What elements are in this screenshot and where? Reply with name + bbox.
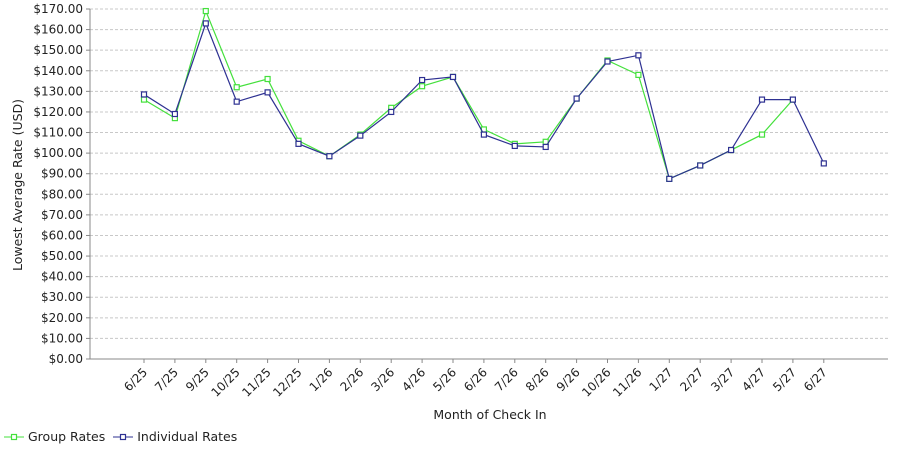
x-tick-label: 11/25	[239, 365, 273, 399]
data-point	[171, 110, 178, 118]
y-tick-label: $40.00	[41, 270, 83, 284]
y-tick-label: $120.00	[33, 105, 83, 119]
data-point	[326, 153, 333, 160]
axes	[86, 8, 888, 363]
legend-label-individual: Individual Rates	[137, 429, 238, 444]
x-tick-label: 2/26	[337, 365, 366, 394]
y-tick-label: $50.00	[41, 249, 83, 263]
data-point	[264, 75, 271, 83]
data-point	[542, 143, 549, 151]
data-point	[357, 132, 364, 139]
data-point	[727, 146, 735, 154]
series-lines	[140, 7, 827, 182]
y-tick-label: $140.00	[33, 64, 83, 78]
x-tick-label: 1/27	[646, 365, 675, 394]
data-point	[635, 71, 642, 78]
data-point	[233, 84, 240, 91]
x-tick-label: 12/25	[270, 365, 304, 399]
data-point	[264, 89, 271, 96]
data-point	[140, 91, 148, 98]
y-tick-label: $100.00	[33, 146, 83, 160]
x-tick-label: 10/25	[208, 365, 242, 399]
x-tick-label: 4/26	[399, 365, 428, 394]
y-tick-label: $30.00	[41, 290, 83, 304]
y-tick-label: $150.00	[33, 43, 83, 57]
x-tick-label: 10/26	[579, 365, 613, 399]
data-point	[758, 96, 766, 103]
series-individual-rates	[140, 20, 827, 182]
legend-item-group: Group Rates	[4, 429, 105, 444]
gridlines	[90, 8, 888, 339]
x-tick-label: 2/27	[677, 365, 706, 394]
data-point	[789, 96, 797, 103]
x-tick-label: 3/26	[368, 365, 397, 394]
y-tick-label: $20.00	[41, 311, 83, 325]
data-point	[820, 160, 827, 167]
y-tick-label: $110.00	[33, 126, 83, 140]
data-point	[480, 131, 487, 138]
y-tick-label: $60.00	[41, 228, 83, 242]
y-tick-label: $70.00	[41, 208, 83, 222]
x-axis-label: Month of Check In	[433, 407, 546, 422]
x-tick-label: 6/25	[121, 365, 150, 394]
series-group-rates	[140, 7, 797, 182]
data-point	[573, 95, 580, 102]
legend-label-group: Group Rates	[28, 429, 106, 444]
x-tick-label: 6/27	[801, 365, 830, 394]
legend-swatch-group	[4, 433, 24, 440]
data-point	[388, 108, 395, 116]
legend-item-individual: Individual Rates	[113, 429, 237, 444]
x-tick-label: 6/26	[461, 365, 490, 394]
y-tick-label: $130.00	[33, 84, 83, 98]
y-axis-label: Lowest Average Rate (USD)	[10, 99, 25, 271]
data-point	[202, 20, 209, 27]
x-tick-label: 7/26	[492, 365, 521, 394]
data-point	[419, 76, 426, 84]
data-point	[666, 175, 673, 182]
data-point	[295, 140, 302, 147]
data-point	[697, 162, 704, 169]
data-point	[419, 83, 426, 90]
data-point	[635, 52, 642, 59]
data-point	[140, 96, 148, 103]
x-tick-label: 1/26	[307, 365, 336, 394]
legend: Group Rates Individual Rates	[4, 429, 245, 444]
x-tick-label: 4/27	[739, 365, 768, 394]
data-point	[233, 98, 240, 105]
x-tick-label: 7/25	[152, 365, 181, 394]
y-tick-label: $10.00	[41, 331, 83, 345]
x-tick-label: 3/27	[708, 365, 737, 394]
y-tick-label: $170.00	[33, 2, 83, 16]
x-tick-label: 11/26	[610, 365, 644, 399]
series-line	[143, 9, 794, 180]
y-tick-label: $160.00	[33, 23, 83, 37]
series-line	[143, 21, 825, 180]
data-point	[202, 7, 209, 15]
data-point	[511, 142, 518, 150]
x-tick-label: 8/26	[523, 365, 552, 394]
y-tick-label: $90.00	[41, 167, 83, 181]
x-tick-label: 5/27	[770, 365, 799, 394]
data-point	[604, 58, 611, 65]
y-tick-labels: $0.00 $10.00 $20.00 $30.00 $40.00 $50.00 $60.0…	[33, 2, 83, 366]
data-point	[758, 131, 766, 138]
data-point	[449, 73, 457, 81]
y-tick-label: $0.00	[49, 352, 83, 366]
x-tick-label: 5/26	[430, 365, 459, 394]
legend-swatch-individual	[113, 433, 134, 440]
y-tick-label: $80.00	[41, 187, 83, 201]
